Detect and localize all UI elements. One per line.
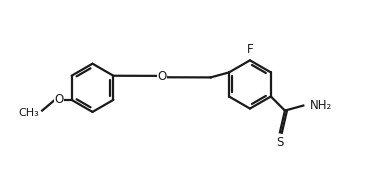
Text: F: F [247, 43, 253, 56]
Text: S: S [276, 136, 284, 149]
Text: CH₃: CH₃ [18, 108, 39, 118]
Text: O: O [157, 70, 167, 83]
Text: NH₂: NH₂ [310, 99, 332, 112]
Text: O: O [54, 93, 64, 106]
